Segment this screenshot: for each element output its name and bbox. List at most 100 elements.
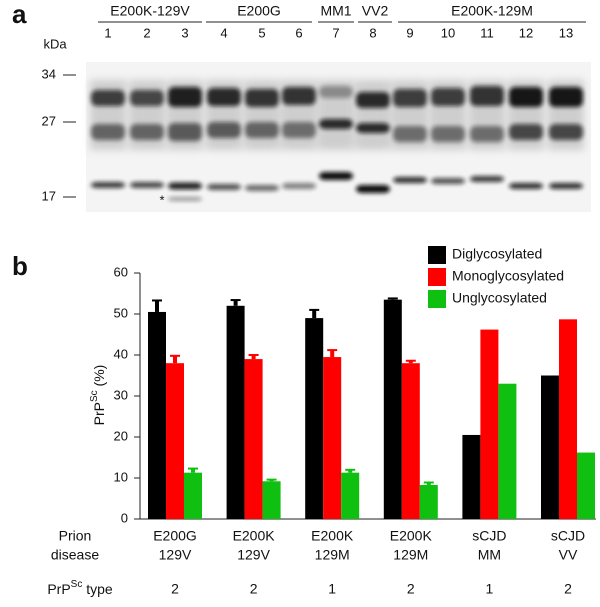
band <box>431 126 465 142</box>
x-tick-label: E200G <box>153 528 197 544</box>
band <box>168 123 202 141</box>
x-tick-label: MM <box>478 547 501 563</box>
blot <box>86 62 591 212</box>
band <box>509 183 543 189</box>
legend-swatch <box>428 268 446 286</box>
band <box>393 89 427 107</box>
bar <box>401 363 420 519</box>
x-tick-label: E200K <box>311 528 354 544</box>
lane-label: 3 <box>181 25 188 40</box>
band <box>91 182 125 188</box>
bar <box>166 363 184 519</box>
bar <box>341 472 360 519</box>
bar <box>383 299 402 519</box>
band <box>319 119 353 129</box>
bar <box>498 383 517 519</box>
band <box>130 90 164 106</box>
y-label-suffix: (%) <box>91 365 107 391</box>
band <box>431 88 465 106</box>
band <box>245 89 279 107</box>
asterisk: * <box>159 192 164 207</box>
band <box>549 124 583 140</box>
band <box>207 88 241 106</box>
band <box>549 183 583 189</box>
bar <box>480 329 499 519</box>
lane-label: 4 <box>220 25 227 40</box>
marker-label: 17 <box>42 188 56 203</box>
bar <box>305 318 324 519</box>
y-tick-label: 60 <box>114 264 128 279</box>
lane-label: 5 <box>258 25 265 40</box>
y-label-text: PrP <box>91 402 107 425</box>
band <box>168 87 202 107</box>
group-label: E200K-129M <box>451 3 533 19</box>
bar <box>541 375 559 519</box>
y-tick-label: 40 <box>114 346 128 361</box>
lane-label: 13 <box>559 25 573 40</box>
type-row-label: PrPSc type <box>47 579 113 597</box>
x-tick-label: 129V <box>159 547 192 563</box>
group-label: E200G <box>237 3 281 19</box>
x-tick-label: 129M <box>393 547 428 563</box>
x-tick-label: E200K <box>390 528 433 544</box>
type-value: 2 <box>171 581 179 597</box>
lane-label: 9 <box>406 25 413 40</box>
type-label-superscript: Sc <box>71 579 83 590</box>
panel-label: b <box>12 251 28 281</box>
band <box>470 126 504 142</box>
legend-label: Diglycosylated <box>452 246 542 262</box>
type-value: 2 <box>407 581 415 597</box>
bar <box>244 359 263 519</box>
band <box>393 177 427 183</box>
x-tick-label: 129V <box>237 547 270 563</box>
band <box>130 124 164 140</box>
band <box>207 184 241 190</box>
kda-label: kDa <box>43 36 67 51</box>
row-label: Prion <box>59 528 92 544</box>
bar <box>419 484 438 519</box>
type-label-text: PrP <box>47 581 70 597</box>
lane-label: 8 <box>369 25 376 40</box>
legend-swatch <box>428 290 446 308</box>
x-tick-label: E200K <box>233 528 276 544</box>
bar <box>262 481 281 519</box>
y-tick-label: 50 <box>114 305 128 320</box>
lane-label: 6 <box>295 25 302 40</box>
bar <box>462 434 481 519</box>
band <box>168 182 202 190</box>
bar <box>323 357 342 519</box>
type-value: 2 <box>564 581 572 597</box>
band <box>282 122 316 138</box>
band <box>356 185 390 193</box>
band <box>509 87 543 107</box>
bar <box>184 472 202 519</box>
marker-label: 34 <box>42 66 56 81</box>
lane-label: 11 <box>480 25 494 40</box>
band <box>130 182 164 188</box>
marker-label: 27 <box>42 113 56 128</box>
lane-label: 7 <box>332 25 339 40</box>
group-label: MM1 <box>320 3 351 19</box>
band <box>470 86 504 106</box>
row-label: disease <box>51 547 99 563</box>
lane-label: 10 <box>441 25 455 40</box>
y-tick-label: 0 <box>121 510 128 525</box>
bar <box>559 319 577 519</box>
band <box>282 183 316 189</box>
type-label-suffix: type <box>82 581 113 597</box>
legend-swatch <box>428 246 446 264</box>
band <box>470 176 504 182</box>
x-tick-label: sCJD <box>472 528 506 544</box>
x-tick-label: sCJD <box>551 528 585 544</box>
band <box>91 124 125 140</box>
bar <box>577 452 595 519</box>
band <box>431 178 465 184</box>
y-tick-label: 10 <box>114 469 128 484</box>
lane-label: 2 <box>143 25 150 40</box>
panel-label: a <box>12 0 27 29</box>
x-tick-label: VV <box>559 547 578 563</box>
band <box>509 124 543 140</box>
legend-label: Monoglycosylated <box>452 268 564 284</box>
band <box>91 90 125 106</box>
